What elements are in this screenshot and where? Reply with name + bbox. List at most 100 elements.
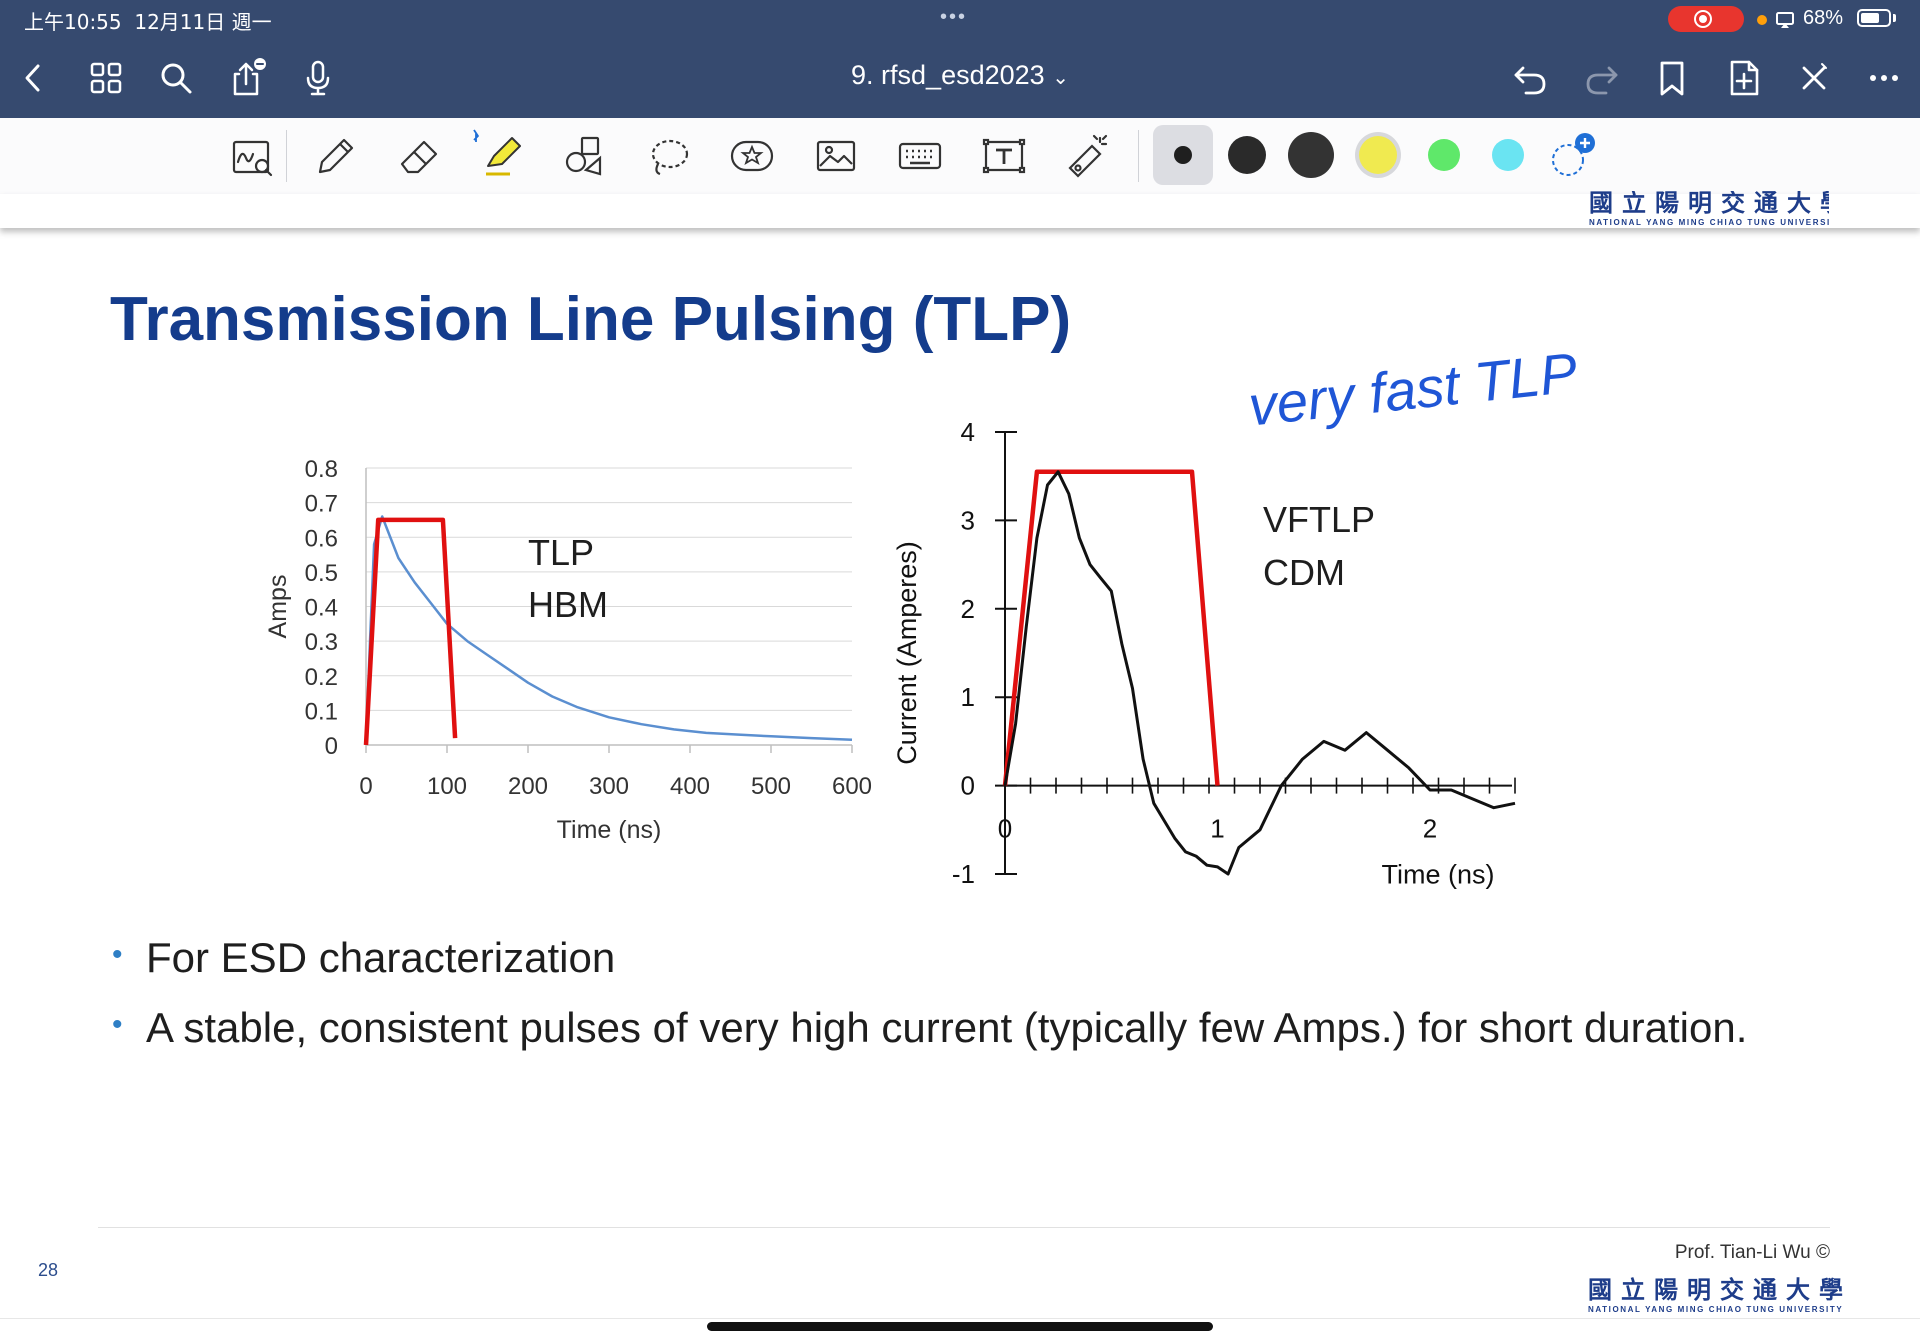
text-icon[interactable]: [976, 128, 1032, 184]
series-line-vftlp: [1002, 469, 1220, 786]
bookmark-icon[interactable]: [1650, 56, 1694, 100]
annotation-toolbar: [0, 118, 1920, 195]
more-icon[interactable]: [1862, 56, 1906, 100]
color-swatch[interactable]: [1228, 136, 1266, 174]
record-icon: [1694, 10, 1712, 28]
image-icon[interactable]: [808, 128, 864, 184]
tlp-hbm-chart: 0 0.1 0.2 0.3 0.4 0.5 0.6 0.7 0.8 0 100 200 300 400 50…: [264, 456, 872, 844]
y-tick-label: 0.7: [305, 491, 338, 518]
y-tick-label: 0.5: [305, 560, 338, 587]
eraser-icon[interactable]: [390, 128, 446, 184]
home-indicator[interactable]: [707, 1322, 1213, 1331]
x-axis-label: Time (ns): [557, 816, 662, 844]
university-logo-bottom: 國立陽明交通大學 NATIONAL YANG MING CHIAO TUNG U…: [1588, 1270, 1852, 1314]
multitasking-dots[interactable]: •••: [940, 6, 968, 28]
redo-icon[interactable]: [1580, 56, 1624, 100]
screen-recording-indicator[interactable]: [1668, 6, 1744, 32]
y-tick-label: 3: [961, 505, 975, 535]
toolbar-separator: [1138, 130, 1139, 182]
y-tick-label: 0.4: [305, 595, 338, 622]
logo-en-top: NATIONAL YANG MING CHIAO TUNG UNIVERSITY: [1589, 218, 1829, 225]
color-swatch[interactable]: [1288, 132, 1334, 178]
series-line-cdm: [1003, 470, 1516, 876]
document-title[interactable]: 9. rfsd_esd2023 ⌄: [0, 60, 1920, 91]
status-time: 上午10:55: [24, 10, 122, 34]
battery-level: [1861, 13, 1879, 23]
undo-icon[interactable]: [1508, 56, 1552, 100]
bullet-dot-icon: •: [112, 1008, 123, 1041]
y-tick-label: 0: [961, 771, 975, 801]
color-swatch[interactable]: [1359, 136, 1397, 174]
footer-author: Prof. Tian-Li Wu ©: [1674, 1242, 1830, 1263]
keyboard-icon[interactable]: [892, 128, 948, 184]
highlighter-icon[interactable]: [472, 128, 528, 184]
pen-icon[interactable]: [306, 128, 362, 184]
status-date: 12月11日 週一: [134, 10, 272, 34]
y-tick-label: 0.1: [305, 698, 338, 725]
annotation-label: VFTLP: [1263, 499, 1375, 540]
bullet-item: • For ESD characterization: [106, 934, 1906, 1004]
x-tick-label: 0: [998, 814, 1012, 844]
series-line-hbm: [364, 515, 853, 742]
battery-tip: [1893, 14, 1896, 22]
handwriting-search-icon[interactable]: [224, 128, 280, 184]
x-tick-label: 300: [589, 773, 629, 800]
shapes-icon[interactable]: [556, 128, 612, 184]
y-axis-label: Current (Amperes): [892, 541, 922, 765]
toolbar-separator: [286, 130, 287, 182]
logo-en-bottom: NATIONAL YANG MING CHIAO TUNG UNIVERSITY: [1588, 1305, 1844, 1314]
add-page-icon[interactable]: [1722, 56, 1766, 100]
vftlp-cdm-chart: -1 0 1 2 3 4 0 1 2 Time (ns) Current (Amperes) VFTL…: [892, 417, 1516, 890]
title-chevron-icon: ⌄: [1052, 67, 1069, 89]
laser-pointer-icon[interactable]: [1060, 128, 1116, 184]
x-tick-label: 400: [670, 773, 710, 800]
battery-percent: 68%: [1803, 7, 1844, 29]
x-tick-label: 0: [359, 773, 372, 800]
series-line-tlp: [363, 517, 458, 746]
add-color-icon[interactable]: [1544, 128, 1600, 184]
color-swatch[interactable]: [1428, 139, 1460, 171]
bullet-item: • A stable, consistent pulses of very hi…: [106, 1004, 1906, 1074]
x-tick-label: 2: [1423, 814, 1437, 844]
close-tools-icon[interactable]: [1792, 56, 1836, 100]
x-tick-label: 500: [751, 773, 791, 800]
x-tick-label: 600: [832, 773, 872, 800]
y-tick-label: 0.2: [305, 664, 338, 691]
color-swatch[interactable]: [1174, 146, 1192, 164]
handwritten-annotation[interactable]: very fast TLP: [1240, 340, 1580, 475]
x-tick-label: 100: [427, 773, 467, 800]
y-tick-label: 0.8: [305, 456, 338, 483]
y-tick-label: 2: [961, 594, 975, 624]
mic-in-use-icon: [1757, 15, 1767, 25]
y-tick-label: 0.6: [305, 525, 338, 552]
y-axis-label: Amps: [264, 575, 292, 639]
lasso-icon[interactable]: [640, 128, 696, 184]
status-bar: 上午10:55 12月11日 週一 ••• 68%: [0, 0, 1920, 38]
y-tick-label: 1: [961, 682, 975, 712]
color-swatch[interactable]: [1492, 139, 1524, 171]
bullet-dot-icon: •: [112, 938, 123, 971]
y-tick-label: -1: [952, 859, 975, 889]
document-title-text: 9. rfsd_esd2023: [851, 60, 1045, 90]
x-tick-label: 1: [1210, 814, 1224, 844]
annotation-label: TLP: [528, 532, 594, 573]
annotation-label: HBM: [528, 584, 608, 625]
document-nav-bar: 9. rfsd_esd2023 ⌄: [0, 38, 1920, 118]
microphone-icon[interactable]: [296, 56, 340, 100]
logo-cn-top: 國立陽明交通大學: [1589, 191, 1829, 217]
screen-mirroring-icon: [1776, 12, 1794, 28]
university-logo-top: 國立陽明交通大學 NATIONAL YANG MING CHIAO TUNG U…: [1589, 191, 1829, 225]
status-datetime: 上午10:55 12月11日 週一: [24, 6, 272, 35]
slide-title: Transmission Line Pulsing (TLP): [110, 285, 1072, 354]
y-tick-label: 0: [325, 733, 338, 760]
back-icon[interactable]: [12, 56, 56, 100]
x-tick-label: 200: [508, 773, 548, 800]
share-icon[interactable]: [224, 56, 268, 100]
thumbnails-icon[interactable]: [84, 56, 128, 100]
previous-page-edge: [0, 194, 1920, 228]
elements-icon[interactable]: [724, 128, 780, 184]
logo-cn-bottom: 國立陽明交通大學: [1588, 1275, 1852, 1304]
y-tick-label: 4: [961, 417, 975, 447]
search-icon[interactable]: [154, 56, 198, 100]
annotation-label: CDM: [1263, 552, 1345, 593]
